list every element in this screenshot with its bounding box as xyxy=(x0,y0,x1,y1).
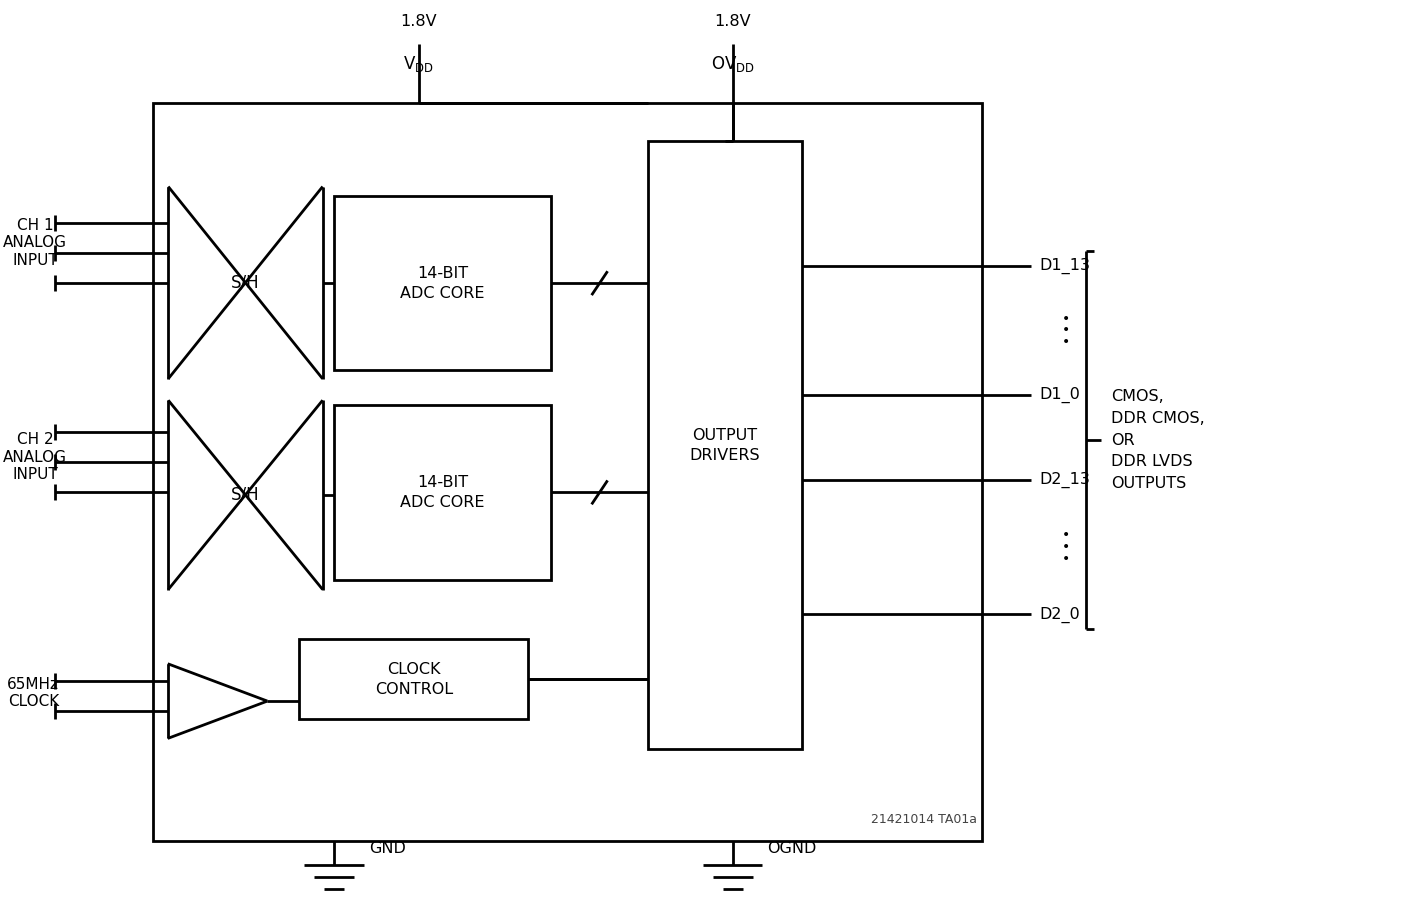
Text: CMOS,: CMOS, xyxy=(1111,389,1165,404)
Bar xyxy=(648,141,802,749)
Text: DRIVERS: DRIVERS xyxy=(689,447,760,463)
Text: CH 2
ANALOG
INPUT: CH 2 ANALOG INPUT xyxy=(3,432,68,482)
Text: D2_0: D2_0 xyxy=(1040,607,1080,622)
Text: 1.8V: 1.8V xyxy=(715,14,751,29)
Text: CONTROL: CONTROL xyxy=(375,681,453,697)
Text: S/H: S/H xyxy=(231,486,260,503)
Text: GND: GND xyxy=(369,841,406,856)
Text: D1_0: D1_0 xyxy=(1040,387,1080,403)
Text: S/H: S/H xyxy=(231,274,260,291)
Bar xyxy=(153,103,982,841)
Text: OUTPUTS: OUTPUTS xyxy=(1111,477,1186,491)
Text: OR: OR xyxy=(1111,432,1135,447)
Text: OV$_{\rm DD}$: OV$_{\rm DD}$ xyxy=(710,53,754,74)
Text: ADC CORE: ADC CORE xyxy=(400,286,485,301)
Text: OUTPUT: OUTPUT xyxy=(692,428,757,443)
Text: OGND: OGND xyxy=(767,841,816,856)
Text: 14-BIT: 14-BIT xyxy=(417,475,468,490)
Text: D2_13: D2_13 xyxy=(1040,472,1091,488)
Text: •
•
•: • • • xyxy=(1063,528,1071,566)
Text: ADC CORE: ADC CORE xyxy=(400,495,485,510)
Text: CLOCK: CLOCK xyxy=(388,662,440,677)
Text: CH 1
ANALOG
INPUT: CH 1 ANALOG INPUT xyxy=(3,218,68,267)
Bar xyxy=(334,405,552,580)
Text: 1.8V: 1.8V xyxy=(400,14,437,29)
Bar xyxy=(299,639,528,719)
Text: DDR LVDS: DDR LVDS xyxy=(1111,455,1193,469)
Text: DDR CMOS,: DDR CMOS, xyxy=(1111,410,1206,426)
Text: 14-BIT: 14-BIT xyxy=(417,266,468,280)
Text: •
•
•: • • • xyxy=(1063,312,1071,349)
Text: 21421014 TA01a: 21421014 TA01a xyxy=(870,812,976,825)
Bar xyxy=(334,196,552,371)
Text: D1_13: D1_13 xyxy=(1040,257,1091,274)
Text: V$_{\rm DD}$: V$_{\rm DD}$ xyxy=(403,53,434,74)
Text: 65MHz
CLOCK: 65MHz CLOCK xyxy=(7,677,59,709)
